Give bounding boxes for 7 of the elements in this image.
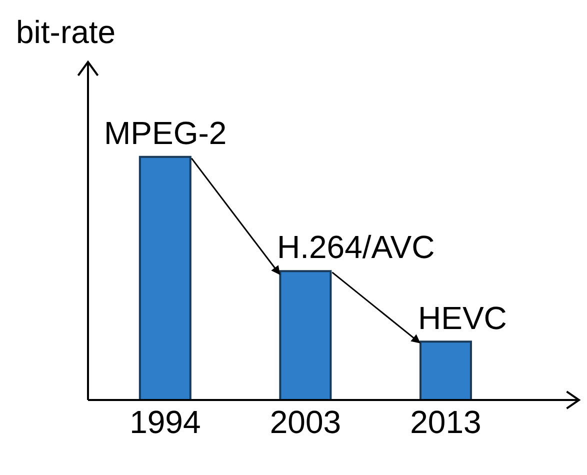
y-axis-title: bit-rate	[16, 14, 116, 50]
x-tick-label: 2003	[270, 404, 342, 440]
x-tick-label: 1994	[130, 404, 201, 440]
annotation: HEVC	[418, 300, 507, 336]
annotation: H.264/AVC	[277, 229, 435, 265]
annotation: MPEG-2	[104, 115, 227, 151]
x-tick-label: 2013	[410, 404, 482, 440]
